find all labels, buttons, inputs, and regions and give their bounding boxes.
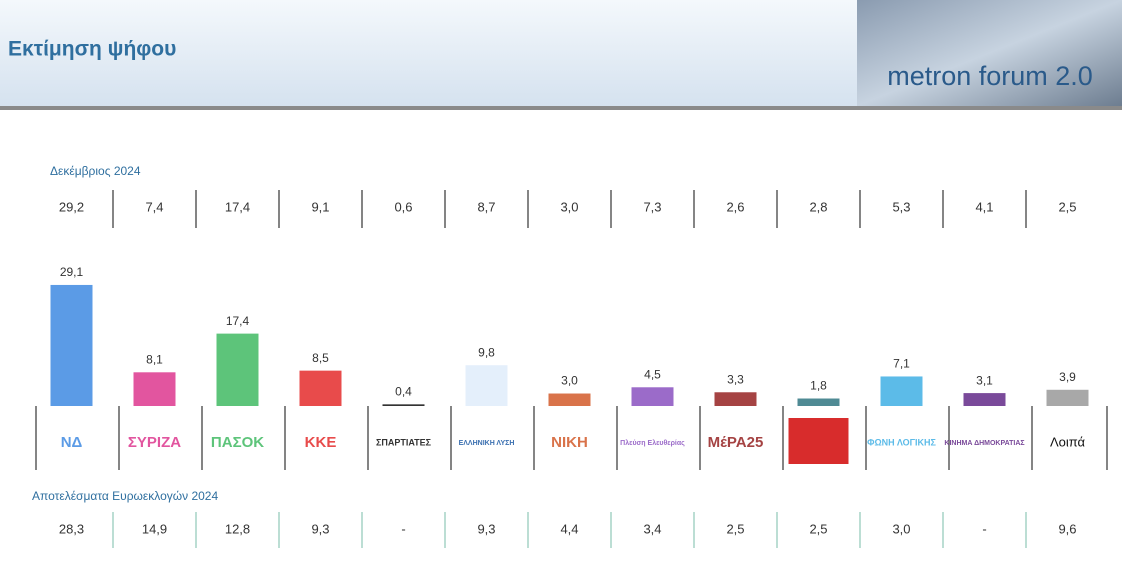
logo-box <box>207 418 268 464</box>
bar <box>299 370 342 406</box>
category-label: ΦΩΝΗ ΛΟΓΙΚΗΣ <box>867 437 936 447</box>
category-label: ΣΥΡΙΖΑ <box>128 434 181 451</box>
bar-label: 3,9 <box>1059 370 1076 384</box>
bar-label: 1,8 <box>810 379 827 393</box>
row-value: 12,8 <box>225 521 250 536</box>
bar-label: 3,0 <box>561 374 578 388</box>
row-value: 2,5 <box>1058 199 1076 214</box>
row-value: 29,2 <box>59 199 84 214</box>
bar-label: 17,4 <box>226 314 250 328</box>
bar <box>963 393 1006 406</box>
row-value: 7,3 <box>643 199 661 214</box>
bar-label: 8,1 <box>146 352 163 366</box>
category-label: ΠΑΣΟΚ <box>211 434 264 451</box>
bar-label: 4,5 <box>644 367 661 381</box>
row-value: 0,6 <box>394 199 412 214</box>
bar <box>216 333 259 406</box>
row-value: 3,4 <box>643 521 661 536</box>
row-value: 2,5 <box>809 521 827 536</box>
bar-label: 7,1 <box>893 357 910 371</box>
row-value: 3,0 <box>560 199 578 214</box>
category-label: Λοιπά <box>1050 434 1086 449</box>
row-value: 5,3 <box>892 199 910 214</box>
logo-box <box>705 418 766 464</box>
row-value: 17,4 <box>225 199 250 214</box>
row-value: 8,7 <box>477 199 495 214</box>
row-value: - <box>401 521 405 536</box>
bar-label: 9,8 <box>478 345 495 359</box>
brand-image <box>857 0 1122 106</box>
bar-label: 3,1 <box>976 373 993 387</box>
row-value: 9,3 <box>311 521 329 536</box>
bar-label: 8,5 <box>312 351 329 365</box>
bar <box>465 365 508 406</box>
logo-box <box>539 418 600 464</box>
logo-box <box>456 418 517 464</box>
title: Εκτίμηση ψήφου <box>8 38 176 61</box>
category-label: ΣΠΑΡΤΙΑΤΕΣ <box>376 437 432 447</box>
row-value: 28,3 <box>59 521 84 536</box>
logo-box <box>124 418 185 464</box>
bar <box>631 387 674 406</box>
row-value: 2,6 <box>726 199 744 214</box>
row-value: - <box>982 521 986 536</box>
row-value: 2,5 <box>726 521 744 536</box>
bar-label: 29,1 <box>60 265 84 279</box>
bar <box>548 393 591 406</box>
header-rule <box>0 106 1122 110</box>
logo-box <box>290 418 351 464</box>
bar <box>50 284 93 406</box>
logo-box <box>41 418 102 464</box>
row-label: Αποτελέσματα Ευρωεκλογών 2024 <box>32 489 218 503</box>
row-value: 14,9 <box>142 521 167 536</box>
row-label: Δεκέμβριος 2024 <box>50 164 141 178</box>
bar-label: 3,3 <box>727 372 744 386</box>
logo-box <box>871 418 932 464</box>
brand: metron forum 2.0 <box>887 61 1093 91</box>
row-value: 4,4 <box>560 521 578 536</box>
bar-label: 0,4 <box>395 385 412 399</box>
row-value: 9,1 <box>311 199 329 214</box>
logo-box <box>954 418 1015 464</box>
bar <box>133 372 176 406</box>
category-label: Πλεύση Ελευθερίας <box>620 439 685 447</box>
logo-box <box>788 418 849 464</box>
category-label: ΚΙΝΗΜΑ ΔΗΜΟΚΡΑΤΙΑΣ <box>944 440 1024 447</box>
bar <box>714 392 757 406</box>
row-value: 7,4 <box>145 199 163 214</box>
category-label: ΝΔ <box>61 434 83 451</box>
logo-box <box>622 418 683 464</box>
category-label: ΚΚΕ <box>305 434 337 451</box>
bar <box>1046 389 1089 406</box>
row-value: 2,8 <box>809 199 827 214</box>
category-label: ΝΙΚΗ <box>551 434 588 451</box>
logo-box <box>373 418 434 464</box>
row-value: 9,6 <box>1058 521 1076 536</box>
category-label: ΕΛΛΗΝΙΚΗ ΛΥΣΗ <box>459 440 515 447</box>
bar <box>382 404 425 406</box>
row-value: 4,1 <box>975 199 993 214</box>
row-value: 9,3 <box>477 521 495 536</box>
row-value: 3,0 <box>892 521 910 536</box>
bar <box>880 376 923 406</box>
bar <box>797 398 840 406</box>
category-label: ΜέΡΑ25 <box>708 434 764 451</box>
